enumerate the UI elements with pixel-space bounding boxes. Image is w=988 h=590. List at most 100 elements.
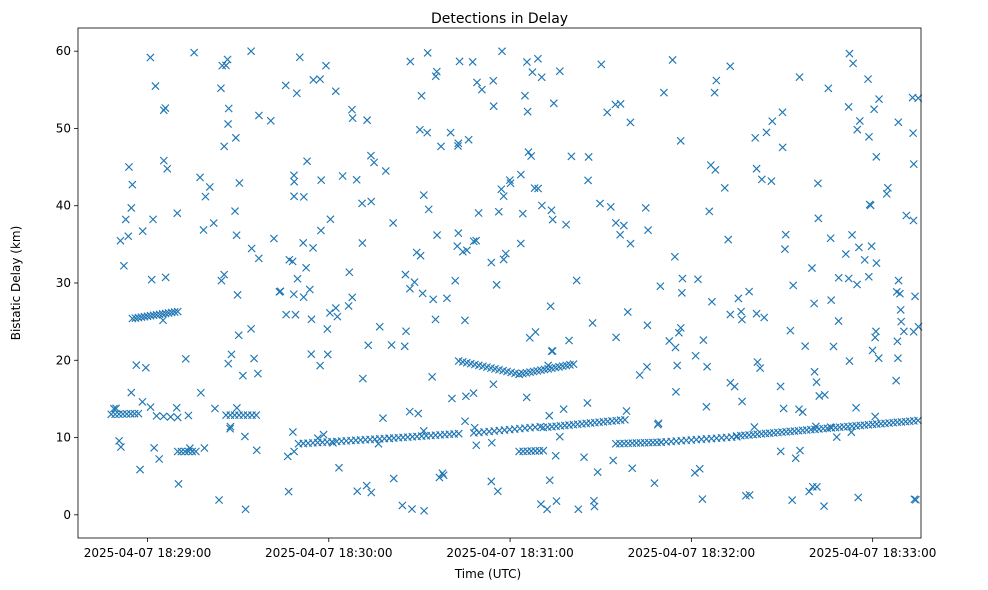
data-point	[269, 234, 278, 243]
data-point	[810, 299, 819, 308]
data-point	[453, 242, 462, 251]
data-point	[813, 179, 822, 188]
data-point	[909, 160, 918, 169]
data-point	[498, 47, 507, 56]
data-point	[523, 107, 532, 116]
data-point	[159, 156, 168, 165]
data-point	[544, 361, 553, 370]
data-point	[734, 294, 743, 303]
data-point	[547, 347, 556, 356]
data-point	[911, 292, 920, 301]
data-point	[565, 336, 574, 345]
data-point	[398, 501, 407, 510]
data-point	[650, 479, 659, 488]
data-point	[834, 317, 843, 326]
data-point	[548, 215, 557, 224]
x-tick-label: 2025-04-07 18:32:00	[628, 546, 755, 560]
data-point	[668, 55, 677, 64]
data-point	[470, 423, 479, 432]
data-point	[406, 57, 415, 66]
data-point	[844, 102, 853, 111]
data-point	[460, 417, 470, 426]
data-point	[844, 274, 853, 283]
data-point	[788, 496, 797, 505]
y-axis-label: Bistatic Delay (km)	[9, 226, 23, 341]
data-point	[216, 84, 225, 93]
data-point	[872, 259, 881, 268]
data-point	[454, 139, 463, 148]
data-point	[665, 337, 674, 346]
data-point	[875, 95, 884, 104]
data-point	[911, 495, 920, 504]
data-point	[724, 235, 733, 244]
data-point	[698, 495, 707, 504]
data-point	[469, 389, 478, 398]
data-point	[883, 183, 892, 192]
data-point	[841, 250, 850, 259]
data-point	[367, 197, 376, 206]
data-point	[276, 287, 285, 296]
data-point	[307, 350, 316, 359]
data-point	[220, 142, 229, 151]
data-point	[699, 336, 708, 345]
data-point	[159, 316, 168, 325]
data-point	[807, 264, 816, 273]
data-point	[487, 258, 496, 267]
data-point	[537, 201, 546, 210]
data-point	[309, 243, 318, 252]
data-point	[871, 327, 880, 336]
data-point	[468, 57, 477, 66]
data-point	[780, 245, 789, 254]
data-point	[147, 275, 156, 284]
data-point	[184, 411, 193, 420]
data-point	[319, 430, 328, 439]
data-point	[489, 76, 498, 85]
data-point	[224, 104, 233, 113]
data-point	[128, 180, 137, 189]
data-point	[173, 413, 182, 422]
data-point	[580, 453, 589, 462]
data-point	[910, 495, 919, 504]
data-point	[707, 297, 716, 306]
data-point	[494, 207, 503, 216]
data-point	[757, 175, 766, 184]
data-point	[223, 55, 232, 64]
data-point	[454, 229, 463, 238]
y-axis-ticks: 0 10 20 30 40 50 60	[56, 44, 78, 522]
data-point	[710, 88, 719, 97]
data-point	[247, 244, 256, 253]
data-point	[423, 48, 432, 57]
data-point	[316, 75, 325, 84]
data-point	[367, 488, 376, 497]
data-point	[220, 270, 229, 279]
data-point	[626, 118, 635, 127]
data-point	[753, 358, 762, 367]
data-point	[609, 456, 618, 465]
data-point	[706, 161, 715, 170]
data-point	[899, 327, 908, 336]
data-point	[238, 371, 247, 380]
data-point	[497, 185, 506, 194]
data-point	[288, 428, 297, 437]
data-point	[499, 192, 508, 201]
data-point	[295, 53, 304, 62]
data-point	[389, 218, 398, 227]
data-point	[741, 491, 750, 500]
data-point	[864, 132, 873, 141]
data-point	[334, 463, 343, 472]
y-tick-label: 40	[56, 199, 71, 213]
data-point	[363, 116, 372, 125]
data-point	[180, 447, 189, 456]
data-point	[112, 404, 121, 413]
data-point	[326, 215, 335, 224]
data-point	[892, 376, 901, 385]
data-point	[231, 207, 240, 216]
data-point	[170, 308, 179, 317]
data-point	[407, 505, 416, 514]
data-point	[871, 412, 880, 421]
data-point	[433, 231, 442, 240]
data-point	[865, 200, 874, 209]
data-point	[628, 464, 637, 473]
data-point	[290, 177, 299, 186]
